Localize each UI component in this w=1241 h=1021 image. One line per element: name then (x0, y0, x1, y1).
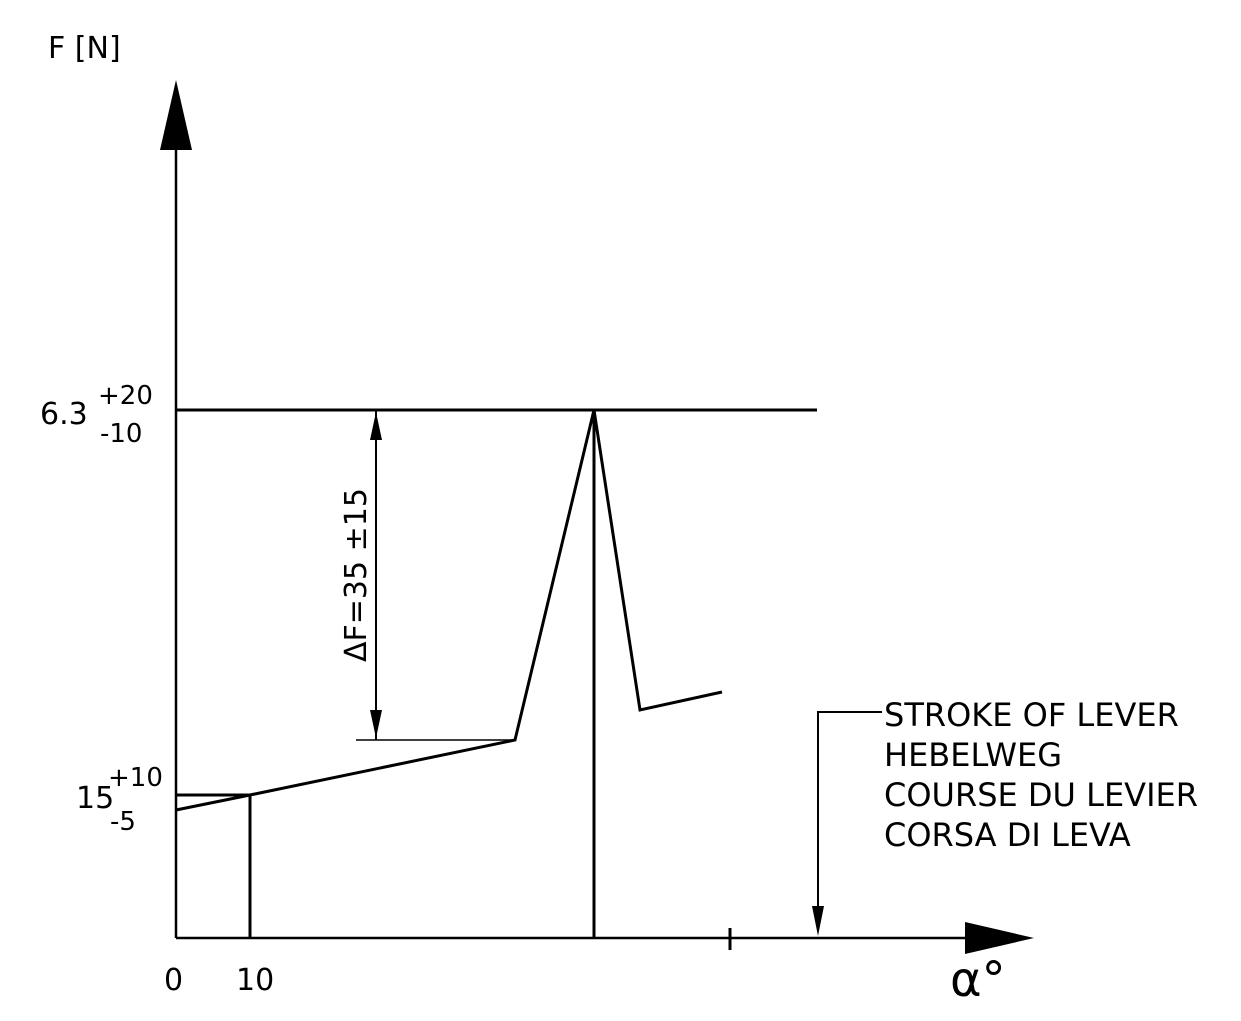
y-tick-upper-base: 6.3 (40, 397, 88, 432)
y-tick-lower-base: 15 (76, 781, 114, 816)
y-tick-upper-tol-plus: +20 (98, 381, 153, 411)
x-tick-label-10: 10 (236, 963, 274, 998)
stroke-note-line-3: COURSE DU LEVIER (884, 776, 1198, 814)
stroke-note-line-4: CORSA DI LEVA (884, 816, 1131, 854)
delta-arrow-top (370, 412, 382, 440)
delta-force-annotation: ΔF=35 ±15 (339, 488, 374, 662)
force-curve (175, 409, 723, 812)
delta-arrow-bottom (370, 710, 382, 738)
x-axis-arrowhead (965, 922, 1034, 954)
y-tick-upper-tol-minus: -10 (100, 419, 142, 449)
y-tick-lower-tol-minus: -5 (110, 807, 136, 837)
stroke-leader-line (817, 711, 882, 912)
stroke-note-line-2: HEBELWEG (884, 736, 1062, 774)
y-axis-arrowhead (160, 80, 192, 150)
y-tick-lower-tol-plus: +10 (108, 763, 163, 793)
stroke-leader-arrow (812, 906, 824, 936)
x-axis-label: α° (950, 952, 1006, 1008)
y-axis-label: F [N] (48, 31, 121, 66)
x-tick-label-0: 0 (164, 963, 183, 998)
stroke-note-line-1: STROKE OF LEVER (884, 696, 1179, 734)
